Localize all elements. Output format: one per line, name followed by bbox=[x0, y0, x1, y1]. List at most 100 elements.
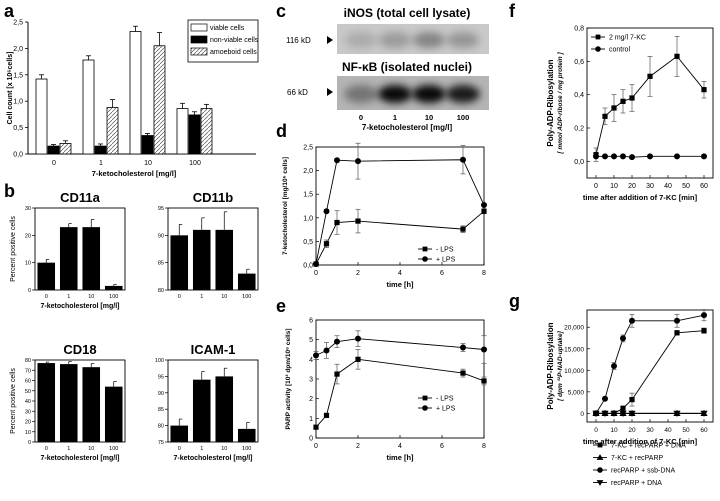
panel-letter-a: a bbox=[4, 1, 15, 21]
legend: - LPS + LPS bbox=[418, 396, 456, 413]
marker-square bbox=[595, 34, 601, 40]
y-axis-label: PARP activity [10³ dpm/10⁶ cells] bbox=[285, 328, 292, 429]
legend-label: recPARP + DNA bbox=[611, 480, 662, 487]
marker-circle bbox=[422, 405, 428, 411]
x-axis-label: 7-ketocholesterol [mg/l] bbox=[41, 303, 120, 310]
y-tick-label: 1,5 bbox=[303, 192, 313, 199]
blot-title-top: iNOS (total cell lysate) bbox=[344, 6, 471, 20]
x-tick-label: 8 bbox=[482, 443, 486, 450]
panel-letter-g: g bbox=[509, 291, 520, 311]
series-line bbox=[315, 159, 485, 265]
bar-white bbox=[35, 78, 48, 155]
marker-circle bbox=[611, 153, 617, 160]
legend-label: - LPS bbox=[436, 247, 454, 254]
y-tick-label: 80 bbox=[158, 424, 164, 430]
marker-circle bbox=[481, 346, 487, 353]
marker-circle bbox=[313, 352, 319, 359]
y-tick-label: 0,0 bbox=[13, 152, 23, 159]
x-axis-label: 7-ketocholesterol [mg/l] bbox=[92, 169, 177, 178]
x-tick-label: 100 bbox=[109, 294, 118, 300]
y-tick-label: 2,5 bbox=[303, 145, 313, 152]
marker-circle bbox=[422, 256, 428, 262]
blot-arrow-top bbox=[327, 36, 333, 44]
bar bbox=[215, 376, 234, 442]
marker-circle bbox=[334, 157, 340, 164]
marker-circle bbox=[629, 317, 635, 324]
y-tick-label: 20 bbox=[25, 233, 31, 239]
legend-label: recPARP + ssb-DNA bbox=[611, 468, 675, 475]
marker-circle bbox=[620, 153, 626, 160]
y-axis-label-units: [ mmol ADP-ribose / mg protein ] bbox=[557, 52, 564, 155]
x-tick-label: 0 bbox=[52, 160, 56, 167]
marker-circle bbox=[481, 202, 487, 209]
bar-white bbox=[129, 31, 142, 155]
panel-letter-c: c bbox=[276, 1, 286, 21]
y-tick-label: 5 bbox=[309, 337, 313, 344]
x-tick-label: 6 bbox=[440, 270, 444, 277]
chart-title: CD11b bbox=[193, 190, 234, 205]
legend-swatch bbox=[190, 35, 208, 44]
y-tick-label: 4 bbox=[309, 357, 313, 364]
y-tick-label: 85 bbox=[158, 261, 164, 267]
y-tick-label: 0,4 bbox=[574, 92, 584, 99]
marker-square bbox=[481, 378, 487, 384]
y-axis-label: Percent positive cells bbox=[10, 216, 17, 282]
plot-frame bbox=[315, 146, 485, 266]
bar-hatch bbox=[59, 143, 72, 155]
marker-downtriangle bbox=[601, 410, 609, 417]
bar bbox=[237, 428, 256, 442]
marker-square bbox=[674, 330, 680, 336]
y-tick-label: 95 bbox=[158, 206, 164, 212]
marker-square bbox=[355, 356, 361, 362]
blot-band-bottom bbox=[446, 85, 480, 103]
marker-downtriangle bbox=[619, 410, 627, 417]
series-line bbox=[315, 358, 485, 428]
marker-square bbox=[460, 370, 466, 376]
blot-lane-label: 1 bbox=[393, 113, 397, 122]
bar bbox=[170, 235, 189, 290]
series-line bbox=[315, 338, 485, 356]
plot-frame bbox=[315, 319, 485, 439]
y-tick-label: 5,000 bbox=[568, 389, 585, 396]
x-tick-label: 30 bbox=[646, 183, 654, 190]
chart-f: 0,0 0,2 0,4 0,6 0,8 0 10 20 30 40 50 60 Poly-ADP-Rib… bbox=[546, 26, 714, 202]
x-tick-label: 100 bbox=[242, 446, 251, 452]
marker-downtriangle bbox=[700, 410, 708, 417]
y-axis-label: Poly-ADP-Ribosylation bbox=[546, 322, 555, 409]
bar-white bbox=[176, 108, 189, 155]
y-axis-label: Poly-ADP-Ribosylation bbox=[546, 59, 555, 146]
y-tick-label: 50 bbox=[25, 389, 31, 395]
x-tick-label: 1 bbox=[200, 446, 203, 452]
y-tick-label: 2,5 bbox=[13, 20, 23, 27]
marker-square bbox=[422, 395, 428, 401]
y-tick-label: 75 bbox=[158, 440, 164, 446]
legend-swatch bbox=[190, 47, 208, 56]
y-tick-label: 1 bbox=[309, 416, 313, 423]
blot-lane-label: 10 bbox=[425, 113, 433, 122]
bar-black bbox=[47, 145, 60, 155]
marker-square bbox=[313, 424, 319, 430]
plot-frame bbox=[167, 207, 259, 291]
x-tick-label: 100 bbox=[242, 294, 251, 300]
marker-circle bbox=[313, 261, 319, 268]
legend-label: amoeboid cells bbox=[210, 49, 257, 56]
marker-downtriangle bbox=[596, 480, 604, 486]
legend-label: + LPS bbox=[436, 406, 456, 413]
blot-marker-top: 116 kD bbox=[286, 36, 311, 45]
y-tick-label: 10 bbox=[25, 430, 31, 436]
y-tick-label: 30 bbox=[25, 206, 31, 212]
blot-xlabel: 7-ketocholesterol [mg/l] bbox=[362, 123, 453, 132]
y-tick-label: 10 bbox=[25, 261, 31, 267]
blot-band-top bbox=[379, 32, 411, 48]
bar-black bbox=[141, 135, 154, 155]
plot-frame bbox=[167, 359, 259, 443]
y-tick-label: 1,0 bbox=[13, 99, 23, 106]
panel-letter-e: e bbox=[276, 296, 286, 316]
blot-panel: iNOS (total cell lysate) 116 kD NF-κB (i… bbox=[286, 6, 489, 132]
blot-band-bottom bbox=[344, 85, 378, 103]
panel-letter-d: d bbox=[276, 121, 287, 141]
blot-band-top bbox=[447, 32, 479, 48]
chart-d: 0,0 0,5 1,0 1,5 2,0 2,5 0 2 4 6 8 7-ketocholesterol… bbox=[282, 142, 487, 289]
x-tick-label: 0 bbox=[594, 427, 598, 434]
